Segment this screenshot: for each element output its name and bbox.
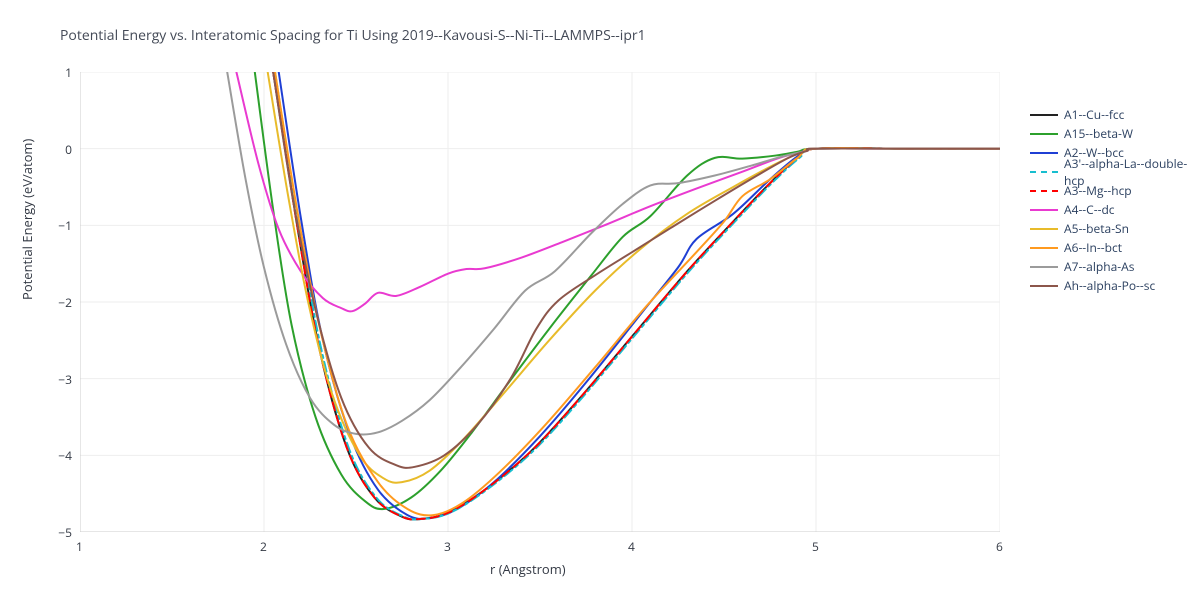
legend-label: Ah--alpha-Po--sc — [1064, 277, 1155, 294]
legend-label: A5--beta-Sn — [1064, 220, 1129, 237]
x-tick-label: 6 — [996, 538, 1003, 555]
series-line — [273, 72, 1000, 519]
y-tick-label: 1 — [42, 64, 72, 81]
legend-item[interactable]: Ah--alpha-Po--sc — [1030, 276, 1200, 295]
y-tick-label: −4 — [42, 447, 72, 464]
legend-label: A6--In--bct — [1064, 239, 1122, 256]
legend-swatch — [1030, 190, 1058, 192]
series-line — [275, 72, 1000, 519]
legend-item[interactable]: A5--beta-Sn — [1030, 219, 1200, 238]
line-chart — [80, 72, 1000, 532]
legend-swatch — [1030, 152, 1058, 154]
y-tick-label: −5 — [42, 524, 72, 541]
legend-label: A4--C--dc — [1064, 201, 1115, 218]
series-line — [273, 72, 1000, 519]
legend-item[interactable]: A15--beta-W — [1030, 124, 1200, 143]
legend-item[interactable]: A6--In--bct — [1030, 238, 1200, 257]
legend-item[interactable]: A3'--alpha-La--double-hcp — [1030, 162, 1200, 181]
series-line — [279, 72, 1000, 519]
legend-item[interactable]: A4--C--dc — [1030, 200, 1200, 219]
legend-swatch — [1030, 285, 1058, 287]
y-tick-label: −2 — [42, 294, 72, 311]
legend-swatch — [1030, 266, 1058, 268]
y-axis-label: Potential Energy (eV/atom) — [18, 139, 36, 300]
legend-swatch — [1030, 209, 1058, 211]
x-tick-label: 3 — [444, 538, 451, 555]
x-axis-label: r (Angstrom) — [490, 560, 566, 578]
chart-title: Potential Energy vs. Interatomic Spacing… — [60, 26, 646, 45]
series-line — [273, 72, 1000, 468]
legend-item[interactable]: A7--alpha-As — [1030, 257, 1200, 276]
series-line — [236, 72, 1000, 311]
legend: A1--Cu--fccA15--beta-WA2--W--bccA3'--alp… — [1030, 105, 1200, 295]
legend-swatch — [1030, 247, 1058, 249]
legend-item[interactable]: A1--Cu--fcc — [1030, 105, 1200, 124]
x-tick-label: 5 — [812, 538, 819, 555]
x-tick-label: 2 — [260, 538, 267, 555]
legend-label: A15--beta-W — [1064, 125, 1133, 142]
legend-swatch — [1030, 133, 1058, 135]
y-tick-label: 0 — [42, 141, 72, 158]
legend-swatch — [1030, 171, 1058, 173]
y-tick-label: −3 — [42, 371, 72, 388]
legend-label: A7--alpha-As — [1064, 258, 1134, 275]
legend-label: A1--Cu--fcc — [1064, 106, 1124, 123]
series-line — [227, 72, 1000, 435]
y-tick-label: −1 — [42, 217, 72, 234]
x-tick-label: 1 — [76, 538, 83, 555]
x-tick-label: 4 — [628, 538, 635, 555]
series-line — [268, 72, 1000, 483]
legend-swatch — [1030, 228, 1058, 230]
legend-label: A3--Mg--hcp — [1064, 182, 1132, 199]
legend-swatch — [1030, 114, 1058, 116]
